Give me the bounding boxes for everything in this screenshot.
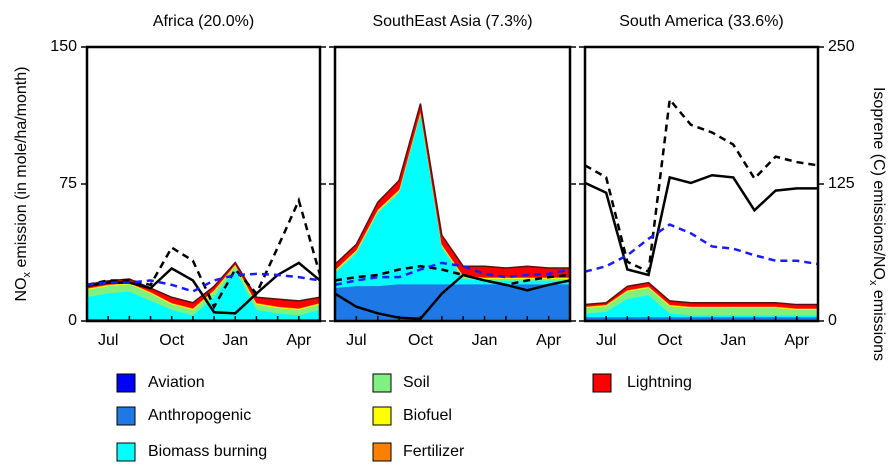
stack-outline xyxy=(585,281,818,306)
plot xyxy=(335,103,570,321)
label-part: emissions xyxy=(870,285,887,361)
legend-label: Aviation xyxy=(148,374,205,391)
y-tick-label: 0 xyxy=(68,312,77,329)
plot xyxy=(585,96,818,321)
y2-tick-label: 125 xyxy=(828,175,855,192)
legend-swatch xyxy=(372,406,392,426)
x-tick-label: Apr xyxy=(536,332,562,349)
plot xyxy=(87,196,320,321)
axis-label: NOx emission (in mole/ha/month) xyxy=(13,67,33,302)
legend-label: Biofuel xyxy=(403,407,452,424)
x-tick-label: Oct xyxy=(657,332,682,349)
line-series xyxy=(585,223,818,273)
label-part: NO xyxy=(13,277,30,301)
legend-label: Fertilizer xyxy=(403,443,465,460)
x-tick-label: Jul xyxy=(596,332,616,349)
line-series xyxy=(585,96,818,274)
legend-swatch xyxy=(592,373,612,393)
panel-title: South America (33.6%) xyxy=(619,13,784,30)
y2-tick-label: 250 xyxy=(828,38,855,55)
x-tick-label: Jul xyxy=(98,332,118,349)
label-part: Isoprene (C) emissions/NO xyxy=(870,87,887,280)
legend-label: Biomass burning xyxy=(148,443,267,460)
x-tick-label: Apr xyxy=(286,332,312,349)
y2-tick-label: 0 xyxy=(828,312,837,329)
subscript: x xyxy=(21,271,33,277)
x-tick-label: Jul xyxy=(346,332,366,349)
legend-swatch xyxy=(116,373,136,393)
legend-swatch xyxy=(116,406,136,426)
x-tick-label: Oct xyxy=(408,332,433,349)
legend-swatch xyxy=(372,373,392,393)
axis-label: Isoprene (C) emissions/NOx emissions xyxy=(867,87,887,361)
y-tick-label: 150 xyxy=(50,38,77,55)
plot-frame xyxy=(583,45,820,323)
x-tick-label: Jan xyxy=(472,332,498,349)
legend-label: Soil xyxy=(403,374,430,391)
subscript: x xyxy=(867,280,879,286)
y-tick-label: 75 xyxy=(59,175,77,192)
x-tick-label: Oct xyxy=(159,332,184,349)
stack-outline xyxy=(335,103,570,269)
x-tick-label: Jan xyxy=(222,332,248,349)
line-series xyxy=(87,272,320,293)
x-tick-label: Apr xyxy=(784,332,810,349)
panel-title: Africa (20.0%) xyxy=(153,13,254,30)
legend-label: Lightning xyxy=(627,374,692,391)
legend-swatch xyxy=(116,442,136,462)
line-series xyxy=(335,261,570,287)
panel-title: SouthEast Asia (7.3%) xyxy=(372,13,532,30)
label-part: emission (in mole/ha/month) xyxy=(13,67,30,272)
line-series xyxy=(335,273,570,321)
legend-swatch xyxy=(372,442,392,462)
x-tick-label: Jan xyxy=(720,332,746,349)
line-series xyxy=(335,264,570,287)
line-series xyxy=(87,196,320,310)
legend-label: Anthropogenic xyxy=(148,407,251,424)
